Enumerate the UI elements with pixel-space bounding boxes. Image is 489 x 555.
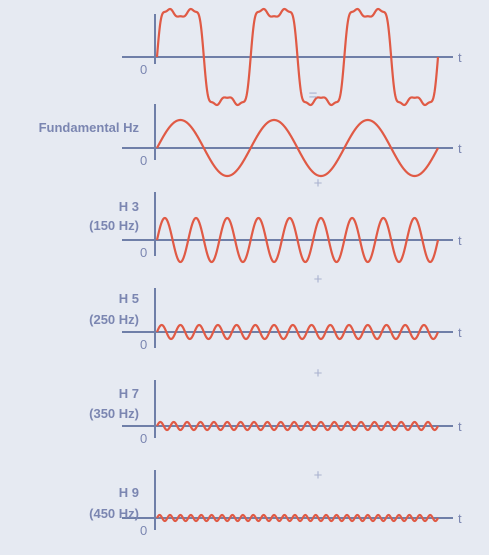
operator-equals-1: =	[309, 87, 318, 104]
h9-zero-label: 0	[140, 523, 147, 538]
sum-zero-label: 0	[140, 62, 147, 77]
fundamental-waveform	[156, 118, 439, 178]
h9-label-line-1: H 9	[119, 485, 139, 500]
h3-label-line-2: (150 Hz)	[89, 218, 139, 233]
h9-t-label: t	[458, 511, 462, 526]
h7-label-line-2: (350 Hz)	[89, 406, 139, 421]
h7-waveform	[156, 420, 439, 432]
operator-plus-5: +	[314, 467, 323, 484]
fundamental-zero-label: 0	[140, 153, 147, 168]
fundamental-label-line-1: Fundamental Hz	[39, 120, 140, 135]
sum-waveform	[155, 7, 440, 107]
h5-waveform	[155, 323, 440, 341]
operator-plus-4: +	[314, 365, 323, 382]
h3-zero-label: 0	[140, 245, 147, 260]
h5-label-line-2: (250 Hz)	[89, 312, 139, 327]
fundamental-t-label: t	[458, 141, 462, 156]
h3-t-label: t	[458, 233, 462, 248]
h3-label-line-1: H 3	[119, 199, 139, 214]
h3-waveform	[155, 216, 440, 264]
h5-t-label: t	[458, 325, 462, 340]
h5-label-line-1: H 5	[119, 291, 139, 306]
h7-zero-label: 0	[140, 431, 147, 446]
h9-label-line-2: (450 Hz)	[89, 506, 139, 521]
h5-zero-label: 0	[140, 337, 147, 352]
h7-t-label: t	[458, 419, 462, 434]
operator-plus-2: +	[314, 175, 323, 192]
operator-plus-3: +	[314, 271, 323, 288]
sum-t-label: t	[458, 50, 462, 65]
h9-waveform	[156, 513, 439, 523]
h7-label-line-1: H 7	[119, 386, 139, 401]
